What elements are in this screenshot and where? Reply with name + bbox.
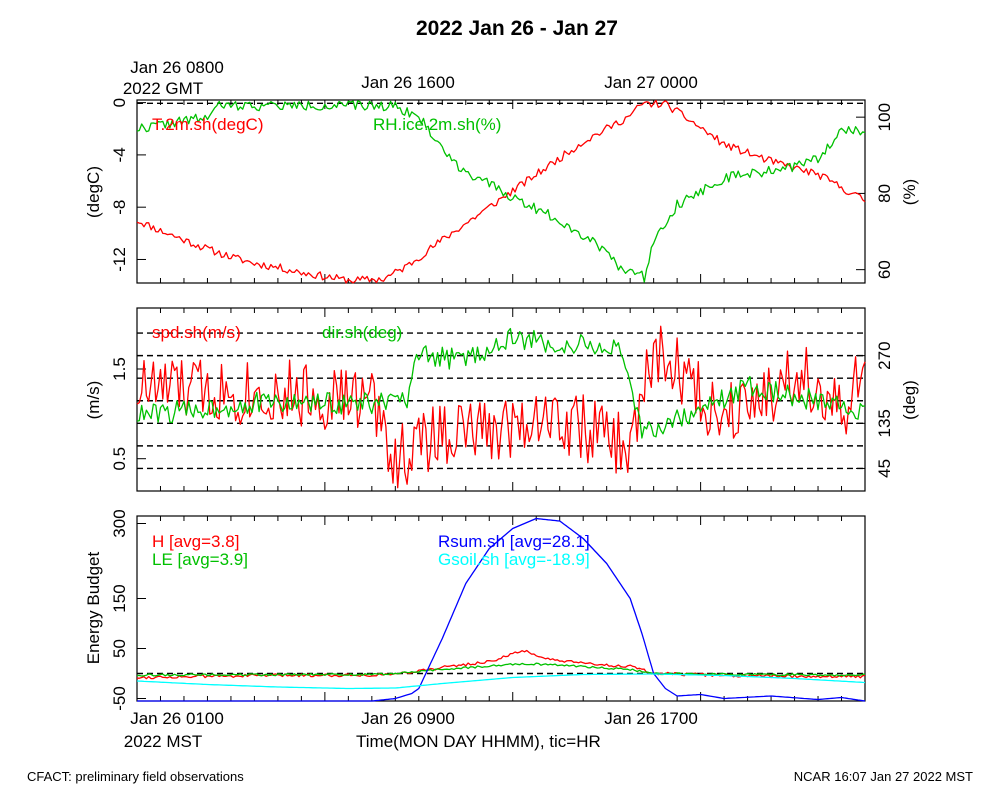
- y-tick-label-left: -8: [110, 200, 129, 215]
- right-axis-label-percent: (%): [900, 179, 919, 205]
- y-tick-label-right: 135: [875, 409, 894, 437]
- bottom-mid-label: Jan 26 0900: [361, 709, 455, 728]
- y-tick-label-right: 100: [875, 103, 894, 131]
- left-axis-label-degc: (degC): [84, 166, 103, 218]
- y-tick-label-left: 0: [110, 98, 129, 107]
- series-line-rh-ice-2m-sh: [136, 100, 866, 283]
- panel-3-frame: [136, 515, 866, 702]
- y-tick-label-left: 300: [110, 509, 129, 537]
- chart-title: 2022 Jan 26 - Jan 27: [416, 17, 618, 40]
- y-tick-label-right: 80: [875, 184, 894, 203]
- legend-sensible-heat: H [avg=3.8]: [152, 532, 239, 551]
- series-line-spd-sh-m-s: [136, 325, 866, 489]
- series-line-rsum-sh-avg-28-1: [137, 517, 866, 702]
- panel-1-frame: [136, 99, 866, 284]
- x-axis-label: Time(MON DAY HHMM), tic=HR: [356, 732, 601, 751]
- legend-net-radiation: Rsum.sh [avg=28.1]: [438, 532, 590, 551]
- panel-wind: 1.5 0.5 270 135 45 spd.sh(m/s) dir.sh(deg) (…: [84, 307, 919, 492]
- left-axis-label-ms: (m/s): [84, 381, 103, 420]
- y-tick-label-left: 0.5: [110, 447, 129, 471]
- bottom-start-label-1: Jan 26 0100: [130, 709, 224, 728]
- footer-left: CFACT: preliminary field observations: [27, 769, 244, 784]
- legend-rh-ice: RH.ice.2m.sh(%): [373, 115, 501, 134]
- y-tick-label-left: -50: [110, 686, 129, 711]
- series-line-dir-sh-deg: [136, 327, 866, 439]
- panel-2-frame: [136, 307, 866, 492]
- legend-soil-heat-flux: Gsoil.sh [avg=-18.9]: [438, 550, 590, 569]
- left-axis-label-energy-budget: Energy Budget: [84, 551, 103, 664]
- right-axis-label-deg: (deg): [900, 380, 919, 420]
- y-tick-label-right: 270: [875, 341, 894, 369]
- y-tick-label-left: -4: [110, 147, 129, 162]
- top-end-label: Jan 27 0000: [604, 73, 698, 92]
- series-line-gsoil-sh-avg-18-9: [136, 673, 866, 690]
- panel-temperature-humidity: 0 -4 -8 -12 60 80 100 T.2m.sh(degC) RH.ice.2m.…: [84, 98, 919, 284]
- top-start-label-1: Jan 26 0800: [130, 58, 224, 77]
- legend-temperature: T.2m.sh(degC): [152, 115, 263, 134]
- footer-right: NCAR 16:07 Jan 27 2022 MST: [794, 769, 973, 784]
- legend-wind-direction: dir.sh(deg): [322, 323, 402, 342]
- top-start-label-2: 2022 GMT: [123, 79, 203, 98]
- bottom-start-label-2: 2022 MST: [124, 732, 202, 751]
- y-tick-label-left: -12: [110, 247, 129, 272]
- top-mid-label: Jan 26 1600: [361, 73, 455, 92]
- bottom-end-label: Jan 26 1700: [604, 709, 698, 728]
- y-tick-label-left: 150: [110, 584, 129, 612]
- series-line-t-2m-sh-degc: [136, 99, 866, 284]
- legend-wind-speed: spd.sh(m/s): [152, 323, 241, 342]
- panel-energy-budget: 300 150 50 -50 H [avg=3.8] LE [avg=3.9] Rsu…: [84, 509, 866, 711]
- y-tick-label-right: 60: [875, 260, 894, 279]
- y-tick-label-left: 50: [110, 639, 129, 658]
- series-line-le-avg-3-9: [137, 662, 866, 677]
- legend-latent-heat: LE [avg=3.9]: [152, 550, 248, 569]
- y-tick-label-left: 1.5: [110, 357, 129, 381]
- y-tick-label-right: 45: [875, 459, 894, 478]
